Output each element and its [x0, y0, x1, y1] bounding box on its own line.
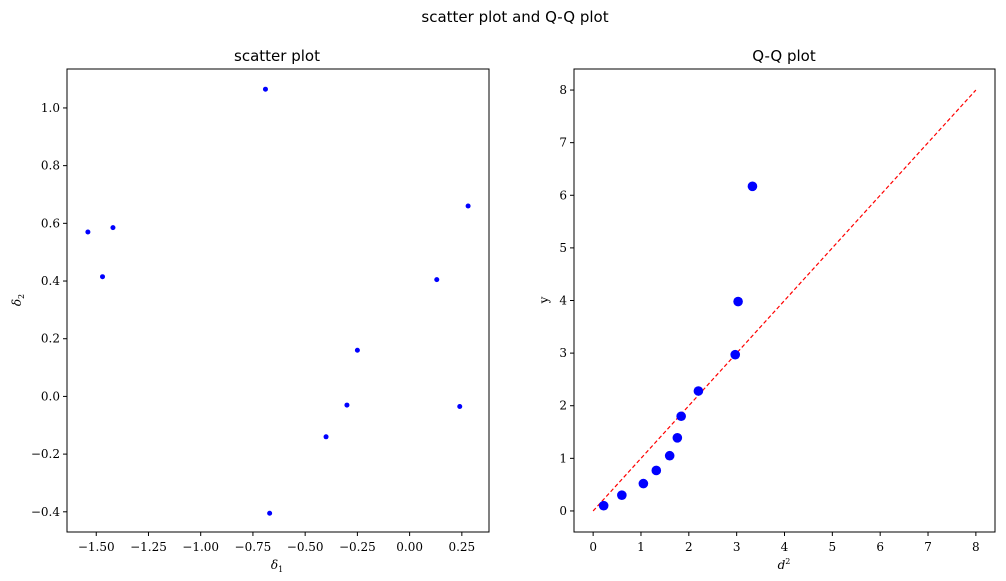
qq-plot-point: [664, 450, 675, 461]
scatter-plot-ylabel-subscript: 2: [17, 294, 26, 299]
scatter-plot-xlabel-subscript: 1: [278, 565, 283, 574]
qq-plot-xtick-label: 8: [972, 540, 980, 554]
scatter-plot-ytick-label: −0.2: [31, 447, 60, 461]
scatter-plot-xtick-label: −1.50: [78, 540, 115, 554]
qq-plot-point: [747, 181, 758, 192]
scatter-plot-point: [262, 86, 268, 92]
qq-plot-ytick-label: 8: [559, 83, 567, 97]
scatter-plot-xlabel: δ1: [271, 558, 283, 574]
qq-plot-point: [638, 478, 649, 489]
scatter-plot-point: [267, 510, 273, 516]
qq-plot-title: Q-Q plot: [752, 47, 816, 65]
scatter-plot-point: [85, 229, 91, 235]
scatter-plot-xtick-label: 0.25: [448, 540, 475, 554]
qq-plot-xlabel: d2: [778, 557, 791, 572]
qq-plot-xtick-label: 2: [685, 540, 693, 554]
scatter-plot-ytick-label: 0.4: [41, 274, 60, 288]
scatter-plot-panel: scatter plot δ1 δ2 −1.50 −1.25 −1.00 −0.75−…: [10, 47, 490, 574]
scatter-plot-ytick-label: 1.0: [41, 101, 60, 115]
scatter-plot-ytick-label: 0.2: [41, 332, 60, 346]
scatter-plot-xtick-label: −1.00: [182, 540, 219, 554]
scatter-plot-ylabel-symbol: δ: [10, 299, 24, 306]
qq-plot-ylabel: y: [537, 296, 551, 304]
scatter-plot-point: [110, 225, 116, 231]
scatter-plot-ytick-label: 0.6: [41, 216, 60, 230]
figure-suptitle: scatter plot and Q-Q plot: [421, 8, 608, 26]
scatter-plot-xtick-label: −0.75: [235, 540, 272, 554]
scatter-plot-xtick-label: −0.25: [339, 540, 376, 554]
qq-plot-point: [598, 500, 609, 511]
scatter-plot-ylabel: δ2: [10, 294, 26, 306]
qq-plot-ytick-label: 7: [559, 136, 567, 150]
qq-plot-point: [672, 433, 683, 443]
qq-plot-xtick-label: 4: [781, 540, 789, 554]
qq-plot-point: [676, 411, 686, 422]
scatter-plot-point: [434, 277, 440, 283]
scatter-plot-ytick-label: −0.4: [31, 505, 61, 519]
qq-plot-ytick-label: 3: [559, 346, 567, 360]
qq-plot-point: [693, 386, 704, 396]
qq-plot-point: [617, 490, 627, 500]
qq-plot-xlabel-symbol: d: [778, 558, 786, 572]
scatter-plot-point: [344, 402, 350, 408]
qq-plot-ytick-label: 2: [559, 399, 567, 413]
scatter-plot-ytick-label: 0.0: [41, 389, 60, 403]
qq-plot-ytick-label: 0: [559, 504, 567, 518]
qq-plot-xtick-label: 5: [829, 540, 837, 554]
qq-plot-point: [651, 465, 662, 476]
qq-plot-xtick-label: 6: [876, 540, 884, 554]
scatter-plot-xtick-label: −0.50: [287, 540, 324, 554]
scatter-plot-point: [323, 434, 329, 440]
qq-plot-xlabel-superscript: 2: [785, 557, 790, 566]
scatter-plot-point: [354, 347, 360, 353]
qq-plot-xtick-label: 3: [733, 540, 741, 554]
scatter-plot-ytick-label: 0.8: [41, 159, 60, 173]
qq-plot-ytick-label: 6: [559, 188, 567, 202]
scatter-plot-title: scatter plot: [234, 47, 320, 65]
qq-plot-point: [730, 349, 741, 360]
qq-plot-xtick-label: 7: [924, 540, 932, 554]
qq-plot-point: [733, 296, 743, 307]
scatter-plot-point: [457, 404, 463, 410]
qq-plot-xtick-label: 1: [637, 540, 645, 554]
scatter-plot-axes-frame: [66, 68, 490, 533]
qq-plot-reference-line: [592, 89, 977, 512]
scatter-plot-xtick-label: 0.00: [396, 540, 423, 554]
qq-plot-ytick-label: 1: [559, 451, 567, 465]
qq-plot-xtick-label: 0: [589, 540, 597, 554]
scatter-plot-xtick-label: −1.25: [130, 540, 167, 554]
scatter-plot-xlabel-symbol: δ: [271, 558, 278, 572]
scatter-plot-point: [465, 203, 471, 209]
qq-plot-ytick-label: 4: [559, 294, 567, 308]
qq-plot-ytick-label: 5: [559, 241, 567, 255]
scatter-plot-point: [100, 274, 106, 280]
